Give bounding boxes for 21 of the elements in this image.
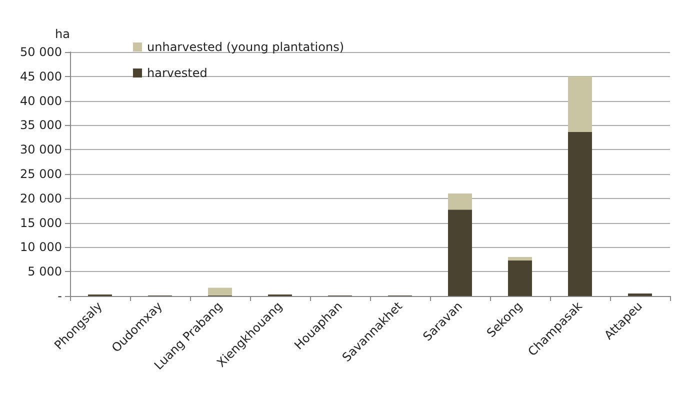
y-tick-label: 40 000 [20, 94, 62, 108]
legend-label: harvested [147, 66, 208, 80]
bar [448, 210, 472, 296]
y-tick-label: 5 000 [28, 264, 62, 279]
bar [508, 260, 532, 296]
y-tick-label: 25 000 [20, 167, 62, 181]
y-tick-label: - [58, 289, 62, 303]
y-tick-label: 50 000 [20, 45, 62, 59]
bar [448, 194, 472, 210]
y-tick-label: 10 000 [20, 240, 62, 254]
bar [508, 256, 532, 260]
y-axis-title: ha [55, 27, 70, 41]
y-tick-label: 15 000 [20, 216, 62, 230]
y-tick-label: 35 000 [20, 118, 62, 132]
legend-label: unharvested (young plantations) [147, 40, 344, 54]
bar [568, 132, 592, 296]
y-tick-label: 30 000 [20, 142, 62, 157]
bar [568, 76, 592, 132]
y-tick-label: 20 000 [20, 191, 62, 206]
bar [208, 288, 232, 296]
y-tick-label: 45 000 [20, 69, 62, 84]
